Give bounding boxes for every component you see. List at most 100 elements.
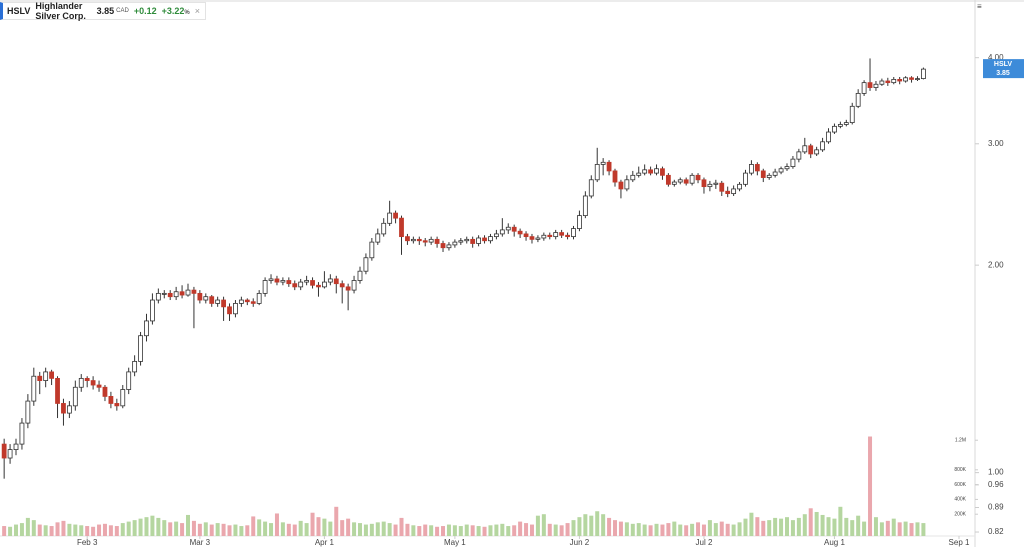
volume-bar [518,521,523,536]
close-button[interactable]: × [194,6,200,16]
candle-body [725,190,731,195]
candle-body [677,179,683,183]
candle-body [357,270,363,281]
volume-bar [458,526,463,536]
candle-body [280,280,286,283]
volume-bar [144,517,149,536]
candle-body [55,377,60,404]
volume-bar [126,521,131,536]
candle-body [114,403,120,407]
volume-bar [263,521,268,536]
candle-body [873,83,879,88]
volume-bar [79,525,84,536]
volume-bar [524,523,529,536]
volume-bar [654,523,659,536]
candle-body [772,171,778,176]
volume-bar [832,518,837,536]
volume-bar [618,521,623,536]
candle-body [268,278,274,281]
candle-body [517,230,523,235]
volume-bar [233,524,238,536]
candle-body [155,292,161,301]
volume-bar [334,506,339,536]
volume-bar [915,522,920,536]
volume-bar [257,519,262,536]
candle-body [387,212,393,224]
volume-bar [2,526,7,536]
candle-body [832,125,837,133]
candle-body [410,238,416,242]
menu-icon[interactable]: ≡ [977,2,982,11]
candle-body [90,380,96,386]
candle-body [861,82,867,94]
volume-bar [476,526,481,536]
volume-bar [429,525,434,536]
candle-body [393,212,398,219]
volume-bar [97,524,102,536]
candle-body [915,78,920,80]
candle-body [837,124,843,127]
volume-bar [856,515,861,536]
candle-body [1,443,7,459]
candle-body [790,158,796,167]
candle-body [66,405,72,414]
candle-body [49,371,54,379]
candle-body [7,449,13,459]
candle-body [642,169,648,174]
price: 3.85 [96,6,115,16]
candle-body [737,183,742,190]
candle-body [909,77,914,80]
candle-body [713,182,719,185]
volume-bar [452,525,457,536]
last-price-symbol: HSLV [994,61,1012,68]
volume-bar [879,522,884,536]
candle-body [221,299,226,308]
volume-bar [820,514,825,536]
volume-bar [613,520,618,536]
candle-body [304,280,310,283]
candle-body [233,303,238,315]
candle-body [778,168,784,173]
candle-body [660,168,665,176]
candle-body [885,80,891,84]
candle-body [582,195,588,217]
volume-bar [535,515,540,536]
legend-header: HSLV Highlander Silver Corp. 3.85 CAD +0… [0,1,206,21]
candle-body [529,236,535,240]
candle-body [78,377,84,388]
candle-body [238,299,244,304]
volume-bar [375,522,380,536]
volume-tick-label: 1.2M [955,438,966,444]
candle-body [161,292,167,295]
volume-bar [239,526,244,536]
candle-body [167,292,173,298]
candle-body [695,174,701,181]
volume-bar [565,523,570,536]
volume-bar [269,523,274,536]
candle-body [849,105,855,124]
candle-body [743,172,748,185]
volume-bar [227,525,232,536]
candle-body [215,299,221,304]
volume-bar [850,520,855,536]
volume-bar [405,523,410,536]
volume-bar [298,520,303,536]
candle-body [191,289,197,294]
candle-body [511,226,517,232]
candle-body [482,237,487,242]
company-name: Highlander Silver Corp. [35,1,86,21]
candle-body [600,161,606,165]
candle-body [665,174,671,185]
candle-body [760,170,766,178]
candle-body [541,234,547,239]
candle-body [879,80,885,85]
candle-body [126,371,132,390]
candle-body [559,232,565,236]
candle-body [808,145,814,155]
candle-body [766,174,772,178]
volume-bar [500,523,505,536]
volume-bar [796,517,801,536]
candle-body [476,237,482,244]
candle-body [802,145,808,153]
volume-bar [446,524,451,536]
